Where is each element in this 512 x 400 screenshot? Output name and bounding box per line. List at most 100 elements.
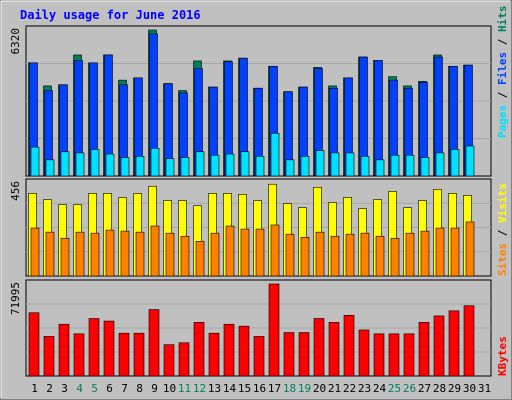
bar-kbytes	[463, 305, 475, 377]
x-tick-label: 19	[298, 382, 311, 395]
x-tick-label: 11	[178, 382, 191, 395]
x-tick-label: 24	[373, 382, 387, 395]
legend-visits: Visits	[496, 183, 509, 223]
bar-sites	[210, 232, 220, 277]
bar-sites	[90, 232, 100, 277]
x-tick-label: 4	[76, 382, 83, 395]
bar-pages	[135, 156, 145, 177]
bar-kbytes	[298, 332, 310, 377]
legend-visits-sites: Sites / Visits	[496, 183, 509, 276]
chart-title: Daily usage for June 2016	[20, 8, 201, 22]
bar-pages	[195, 151, 205, 177]
y-max-label: 6320	[9, 28, 22, 55]
bar-kbytes	[238, 325, 250, 377]
bar-kbytes	[433, 315, 445, 377]
bar-sites	[150, 225, 160, 277]
bar-sites	[300, 236, 310, 277]
bar-kbytes	[148, 309, 160, 377]
bar-kbytes	[178, 342, 190, 377]
legend-kbytes: KBytes	[496, 336, 509, 376]
bar-pages	[150, 147, 160, 177]
panel-visits-sites: 456	[9, 178, 492, 277]
x-tick-label: 26	[403, 382, 416, 395]
bar-pages	[315, 150, 325, 177]
legend-kbytes: KBytes	[496, 336, 509, 376]
bar-pages	[225, 153, 235, 177]
x-tick-label: 23	[358, 382, 371, 395]
bar-pages	[255, 156, 265, 177]
y-max-label: 71995	[9, 282, 22, 315]
x-tick-label: 9	[151, 382, 158, 395]
bar-kbytes	[388, 333, 400, 377]
bar-sites	[240, 228, 250, 277]
bar-pages	[270, 132, 280, 177]
bar-kbytes	[448, 310, 460, 377]
bar-sites	[60, 237, 70, 277]
legend-separator: /	[496, 223, 509, 243]
bar-sites	[465, 221, 475, 277]
x-tick-label: 22	[343, 382, 356, 395]
bar-pages	[60, 151, 70, 177]
bar-pages	[405, 154, 415, 177]
panel-hits-files-pages: 6320	[9, 25, 492, 177]
bar-kbytes	[208, 332, 220, 377]
bar-pages	[210, 154, 220, 177]
x-tick-label: 29	[448, 382, 461, 395]
bar-sites	[135, 231, 145, 277]
x-tick-label: 10	[163, 382, 176, 395]
bar-kbytes	[163, 344, 175, 377]
bar-sites	[330, 235, 340, 277]
bar-kbytes	[403, 333, 415, 377]
bar-kbytes	[283, 332, 295, 377]
bar-kbytes	[268, 283, 280, 377]
bar-pages	[360, 156, 370, 177]
bar-kbytes	[253, 336, 265, 377]
bar-pages	[420, 157, 430, 177]
bar-kbytes	[133, 332, 145, 377]
x-tick-label: 14	[223, 382, 237, 395]
bar-pages	[30, 146, 40, 177]
bar-sites	[120, 230, 130, 277]
legends: Pages / Files / Hits Sites / Visits KBytes	[496, 6, 509, 377]
bar-pages	[120, 157, 130, 177]
bar-sites	[195, 241, 205, 277]
bar-sites	[105, 229, 115, 277]
x-tick-label: 27	[418, 382, 431, 395]
x-tick-label: 12	[193, 382, 206, 395]
x-tick-label: 1	[31, 382, 38, 395]
bar-sites	[360, 232, 370, 277]
bar-pages	[345, 152, 355, 177]
bar-kbytes	[358, 329, 370, 377]
x-tick-labels: 1 2 3 4 5 6 7 8 9 10 11 12 13 14 15 16 17 18 19 20 21 22 23 24 2…	[31, 382, 491, 395]
bar-pages	[165, 158, 175, 177]
bar-sites	[405, 232, 415, 277]
bar-kbytes	[223, 323, 235, 377]
bar-pages	[450, 149, 460, 177]
bar-kbytes	[193, 322, 205, 377]
x-tick-label: 16	[253, 382, 266, 395]
bar-sites	[255, 228, 265, 277]
x-tick-label: 17	[268, 382, 281, 395]
bar-sites	[270, 224, 280, 277]
bar-kbytes	[343, 315, 355, 377]
x-tick-label: 20	[313, 382, 326, 395]
bar-sites	[180, 235, 190, 277]
bar-files	[374, 60, 383, 177]
bar-sites	[420, 230, 430, 277]
bar-kbytes	[373, 333, 385, 377]
bar-sites	[390, 237, 400, 277]
bar-pages	[180, 157, 190, 177]
bar-sites	[450, 227, 460, 277]
legend-hits: Hits	[496, 6, 509, 33]
x-tick-label: 3	[61, 382, 68, 395]
x-tick-label: 18	[283, 382, 296, 395]
bar-pages	[435, 152, 445, 177]
bar-kbytes	[313, 318, 325, 377]
bar-pages	[75, 152, 85, 177]
x-tick-label: 13	[208, 382, 221, 395]
panel-kbytes: 71995	[9, 279, 492, 377]
bar-pages	[375, 159, 385, 177]
bar-sites	[165, 232, 175, 277]
x-tick-label: 2	[46, 382, 53, 395]
